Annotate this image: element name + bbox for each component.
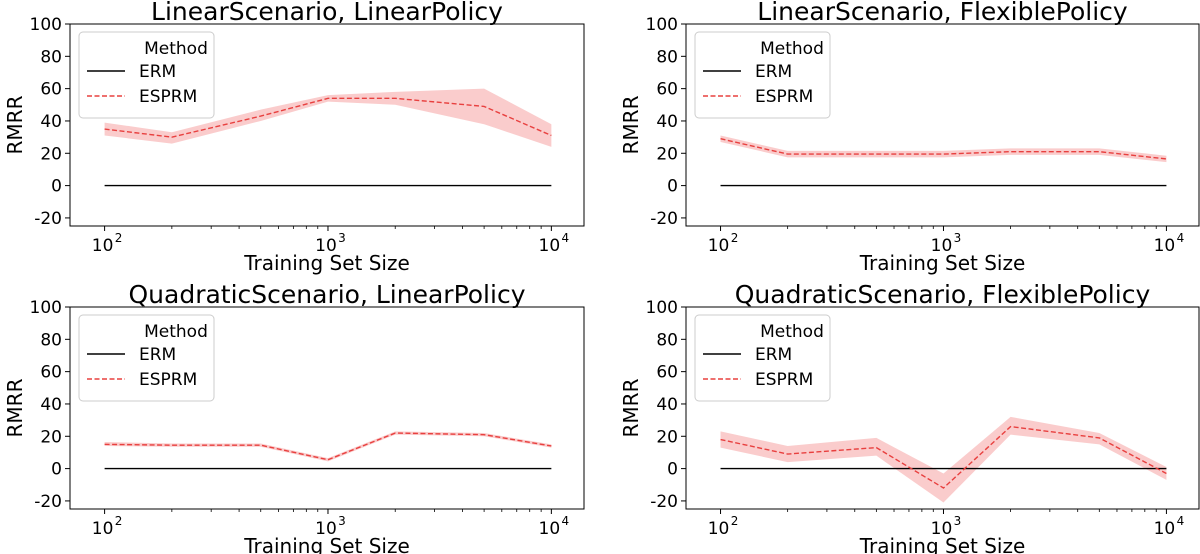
chart-panel-2: LinearScenario, FlexiblePolicy -20 0 20 40 60… [619, 0, 1200, 275]
x-tick-label: 10 [92, 236, 114, 256]
x-axis-label: Training Set Size [243, 534, 410, 554]
confidence-band-esprm [104, 88, 552, 147]
y-tick-label: 20 [656, 427, 678, 447]
legend-title: Method [144, 322, 208, 342]
x-tick-label: 10 [1154, 236, 1176, 256]
y-tick-label: 60 [40, 80, 62, 100]
x-tick-label: 10 [931, 519, 953, 539]
x-tick-exponent: 2 [731, 514, 739, 528]
y-tick-label: 100 [30, 15, 62, 35]
legend-entry-erm: ERM [755, 345, 792, 365]
y-tick-label: 20 [40, 144, 62, 164]
x-tick-label: 10 [315, 519, 337, 539]
y-tick-label: 0 [51, 460, 62, 480]
y-tick-label: 40 [656, 395, 678, 415]
confidence-band-esprm [104, 431, 552, 462]
y-tick-label: 40 [656, 112, 678, 132]
y-tick-label: 40 [40, 395, 62, 415]
x-tick-exponent: 3 [338, 514, 346, 528]
x-tick-label: 10 [539, 236, 561, 256]
y-tick-label: 20 [40, 427, 62, 447]
plot-frame [685, 23, 1200, 227]
x-tick-exponent: 4 [1177, 514, 1185, 528]
x-tick-label: 10 [315, 236, 337, 256]
y-axis-label: RMRR [619, 95, 643, 154]
legend: Method ERM ESPRM [694, 31, 831, 119]
confidence-band-esprm [720, 135, 1167, 163]
plot-frame [69, 23, 585, 227]
chart-title: QuadraticScenario, LinearPolicy [129, 280, 526, 309]
chart-panel-4: QuadraticScenario, FlexiblePolicy -20 0 20 4… [619, 280, 1200, 554]
x-tick-exponent: 2 [115, 514, 123, 528]
y-tick-label: -20 [650, 209, 678, 229]
y-tick-label: 60 [40, 363, 62, 383]
y-tick-label: 60 [656, 80, 678, 100]
legend-entry-erm: ERM [139, 62, 176, 82]
x-axis-label: Training Set Size [243, 251, 410, 275]
x-tick-exponent: 3 [954, 514, 962, 528]
y-tick-label: 80 [40, 330, 62, 350]
x-tick-label: 10 [708, 236, 730, 256]
x-tick-label: 10 [539, 519, 561, 539]
x-tick-exponent: 3 [954, 231, 962, 245]
y-tick-label: 80 [40, 47, 62, 67]
legend: Method ERM ESPRM [694, 314, 831, 402]
legend-title: Method [144, 39, 208, 59]
confidence-band-esprm [720, 416, 1167, 503]
y-tick-label: 0 [667, 177, 678, 197]
legend: Method ERM ESPRM [78, 31, 215, 119]
plot-frame [685, 306, 1200, 510]
legend: Method ERM ESPRM [78, 314, 215, 402]
x-tick-label: 10 [92, 519, 114, 539]
y-tick-label: 80 [656, 330, 678, 350]
y-tick-label: 0 [51, 177, 62, 197]
chart-title: LinearScenario, LinearPolicy [151, 0, 503, 26]
y-tick-label: 60 [656, 363, 678, 383]
x-tick-label: 10 [1154, 519, 1176, 539]
y-tick-label: -20 [650, 492, 678, 512]
y-axis-label: RMRR [619, 378, 643, 437]
x-tick-exponent: 2 [731, 231, 739, 245]
x-tick-exponent: 3 [338, 231, 346, 245]
plot-frame [69, 306, 585, 510]
legend-title: Method [760, 39, 824, 59]
x-tick-label: 10 [708, 519, 730, 539]
y-axis-label: RMRR [3, 378, 27, 437]
x-tick-exponent: 4 [562, 514, 570, 528]
chart-panel-1: LinearScenario, LinearPolicy -20 0 20 40 60 80… [3, 0, 585, 275]
x-tick-exponent: 4 [562, 231, 570, 245]
y-tick-label: -20 [34, 209, 62, 229]
legend-title: Method [760, 322, 824, 342]
legend-entry-esprm: ESPRM [139, 87, 197, 107]
legend-entry-esprm: ESPRM [139, 370, 197, 390]
y-tick-label: -20 [34, 492, 62, 512]
chart-panel-3: QuadraticScenario, LinearPolicy -20 0 20 40 6… [3, 280, 585, 554]
chart-title: LinearScenario, FlexiblePolicy [757, 0, 1128, 26]
y-tick-label: 40 [40, 112, 62, 132]
chart-title: QuadraticScenario, FlexiblePolicy [735, 280, 1151, 309]
legend-entry-esprm: ESPRM [755, 87, 813, 107]
y-tick-label: 100 [646, 15, 678, 35]
y-axis-label: RMRR [3, 95, 27, 154]
x-tick-exponent: 4 [1177, 231, 1185, 245]
x-tick-label: 10 [931, 236, 953, 256]
x-axis-label: Training Set Size [859, 251, 1026, 275]
x-axis-label: Training Set Size [859, 534, 1026, 554]
legend-entry-erm: ERM [139, 345, 176, 365]
legend-entry-erm: ERM [755, 62, 792, 82]
y-tick-label: 20 [656, 144, 678, 164]
x-tick-exponent: 2 [115, 231, 123, 245]
y-tick-label: 0 [667, 460, 678, 480]
legend-entry-esprm: ESPRM [755, 370, 813, 390]
y-tick-label: 100 [646, 298, 678, 318]
y-tick-label: 100 [30, 298, 62, 318]
y-tick-label: 80 [656, 47, 678, 67]
